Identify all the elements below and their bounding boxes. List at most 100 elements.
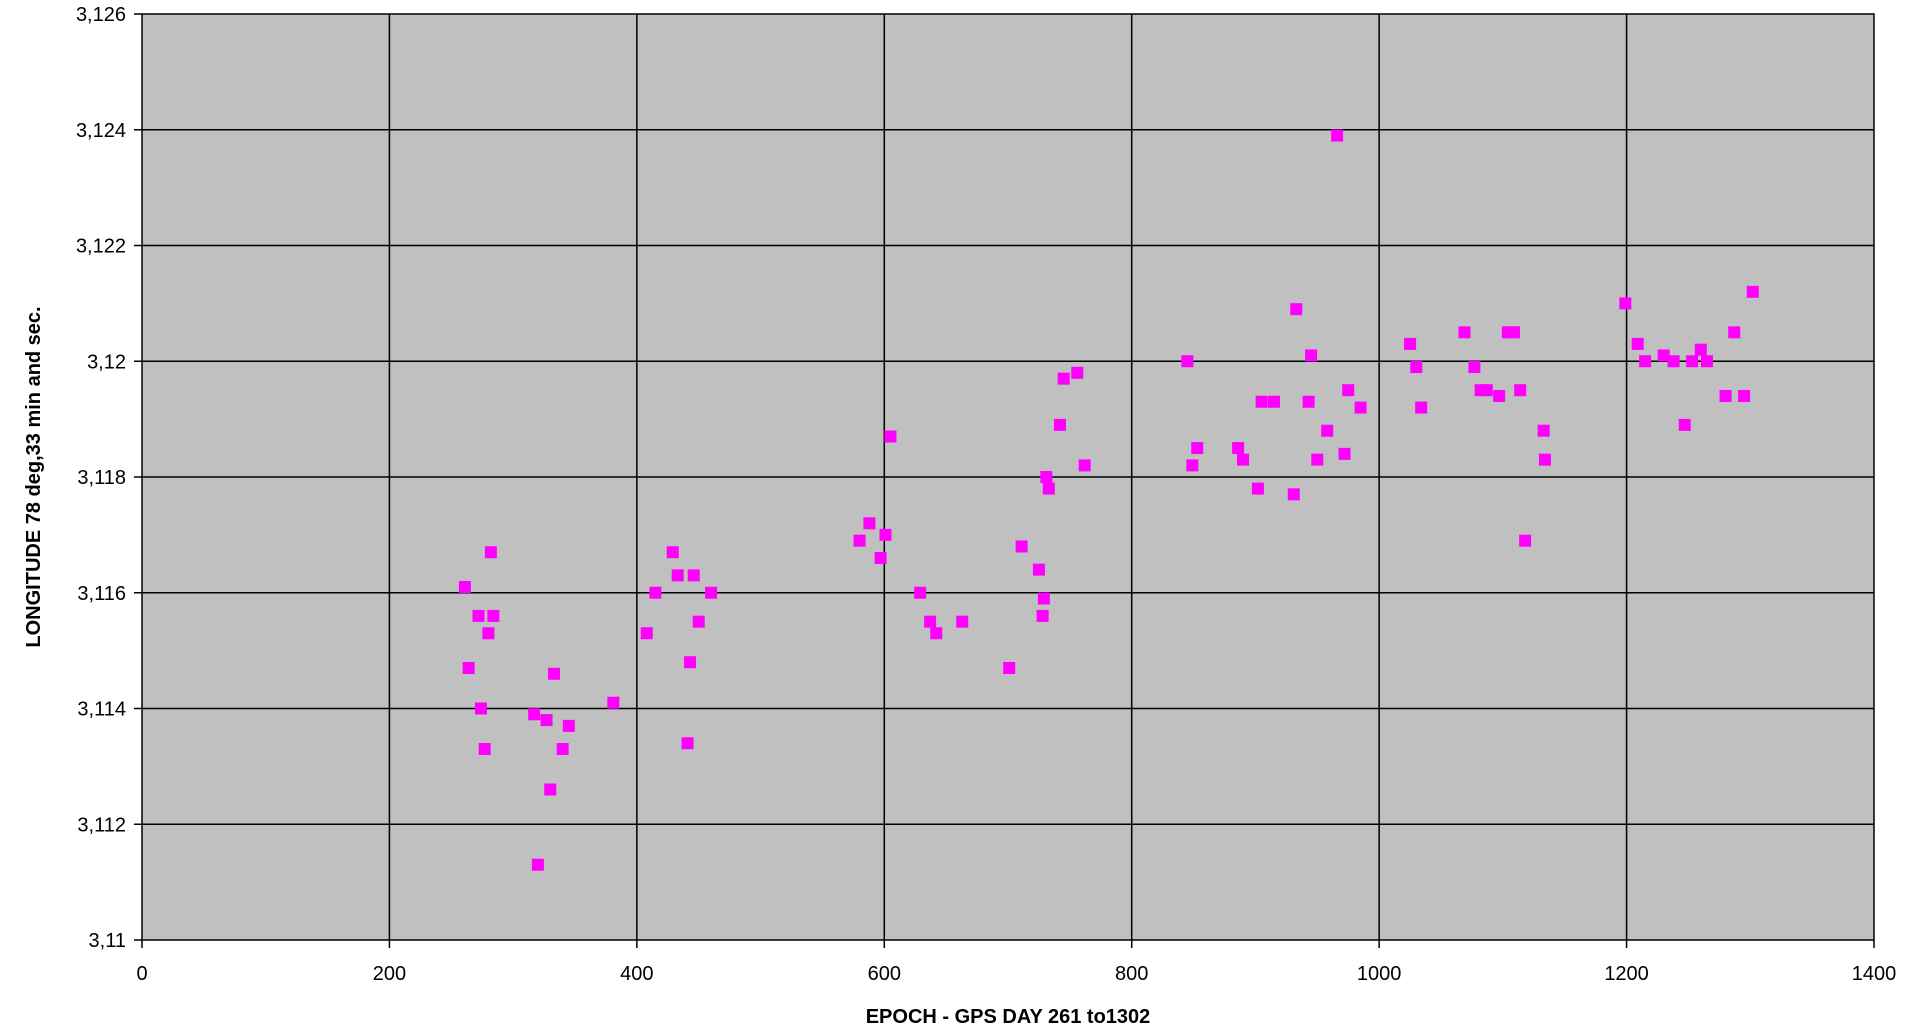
y-tick-label: 3,122 xyxy=(76,236,126,258)
data-point xyxy=(462,661,475,674)
data-point xyxy=(1053,418,1066,431)
data-point xyxy=(1015,540,1028,553)
data-point xyxy=(478,743,491,756)
data-point xyxy=(482,627,495,640)
y-tick-label: 3,118 xyxy=(77,467,126,489)
data-point xyxy=(1458,326,1471,339)
data-points xyxy=(458,129,1759,871)
data-point xyxy=(874,552,887,565)
data-point xyxy=(1507,326,1520,339)
data-point xyxy=(1480,384,1493,397)
data-point xyxy=(1468,361,1481,374)
data-point xyxy=(1678,418,1691,431)
x-tick-label: 1000 xyxy=(1357,963,1402,985)
data-point xyxy=(1410,361,1423,374)
data-point xyxy=(1057,372,1070,385)
data-point xyxy=(531,858,544,871)
data-point xyxy=(607,696,620,709)
data-point xyxy=(1537,424,1550,437)
data-point xyxy=(1040,471,1053,483)
data-point xyxy=(863,517,876,530)
data-point xyxy=(884,430,897,443)
data-point xyxy=(671,569,684,582)
data-point xyxy=(1267,395,1280,408)
data-point xyxy=(1251,482,1264,495)
data-point xyxy=(1694,343,1707,356)
data-point xyxy=(1631,337,1644,350)
data-point xyxy=(1331,129,1344,142)
data-point xyxy=(1032,563,1045,576)
x-axis-tick-labels: 0 200 400 600 800 1000 1200 1400 xyxy=(136,963,1896,985)
data-point xyxy=(544,783,557,796)
data-point xyxy=(1667,355,1680,368)
data-point xyxy=(1305,349,1318,362)
x-tick-label: 400 xyxy=(620,963,653,985)
y-tick-label: 3,12 xyxy=(87,351,126,373)
data-point xyxy=(1042,482,1055,495)
data-point xyxy=(1415,401,1428,414)
data-point xyxy=(930,627,943,640)
x-tick-label: 200 xyxy=(373,963,406,985)
data-point xyxy=(556,743,569,756)
data-point xyxy=(1071,366,1084,379)
data-point xyxy=(640,627,653,640)
y-axis-tick-labels: 3,11 3,112 3,114 3,116 3,118 3,12 3,122 3,124 3,… xyxy=(76,4,126,952)
data-point xyxy=(1686,355,1699,368)
data-point xyxy=(1036,609,1049,622)
data-point xyxy=(687,569,700,582)
data-point xyxy=(692,615,705,628)
data-point xyxy=(487,609,500,622)
data-point xyxy=(1700,355,1713,368)
data-point xyxy=(1619,297,1632,310)
x-tick-label: 600 xyxy=(868,963,901,985)
data-point xyxy=(684,656,697,669)
data-point xyxy=(458,580,471,593)
data-point xyxy=(1287,488,1300,501)
x-tick-label: 0 xyxy=(136,963,147,985)
data-point xyxy=(562,719,575,732)
data-point xyxy=(1321,424,1334,437)
data-point xyxy=(1181,355,1194,368)
data-point xyxy=(649,586,662,599)
data-point xyxy=(472,609,485,622)
data-point xyxy=(1342,384,1355,397)
data-point xyxy=(1232,442,1245,455)
data-point xyxy=(1738,389,1751,402)
data-point xyxy=(1404,337,1417,350)
axis-ticks xyxy=(134,13,1875,948)
y-tick-label: 3,112 xyxy=(77,814,126,836)
data-point xyxy=(1719,389,1732,402)
data-point xyxy=(914,586,927,599)
y-tick-label: 3,126 xyxy=(76,4,126,26)
data-point xyxy=(540,714,553,727)
data-point xyxy=(666,546,679,559)
data-point xyxy=(1493,389,1506,402)
data-point xyxy=(1311,453,1324,466)
data-point xyxy=(705,586,718,599)
data-point xyxy=(1078,459,1091,472)
data-point xyxy=(1354,401,1367,414)
data-point xyxy=(484,546,497,559)
data-point xyxy=(1657,349,1670,362)
data-point xyxy=(1338,447,1351,460)
data-point xyxy=(1255,395,1268,408)
data-point xyxy=(924,615,937,628)
data-point xyxy=(528,708,541,721)
data-point xyxy=(681,737,694,750)
data-point xyxy=(1728,326,1741,339)
x-tick-label: 1200 xyxy=(1604,963,1649,985)
data-point xyxy=(956,615,969,628)
data-point xyxy=(1519,534,1532,547)
y-tick-label: 3,11 xyxy=(89,930,126,952)
x-tick-label: 800 xyxy=(1115,963,1148,985)
data-point xyxy=(1037,592,1050,605)
data-point xyxy=(1514,384,1527,397)
x-tick-label: 1400 xyxy=(1852,963,1897,985)
data-point xyxy=(474,702,487,715)
data-point xyxy=(1003,661,1016,674)
data-point xyxy=(547,667,560,680)
data-point xyxy=(1639,355,1652,368)
y-tick-label: 3,114 xyxy=(77,699,126,721)
data-point xyxy=(1191,442,1204,455)
